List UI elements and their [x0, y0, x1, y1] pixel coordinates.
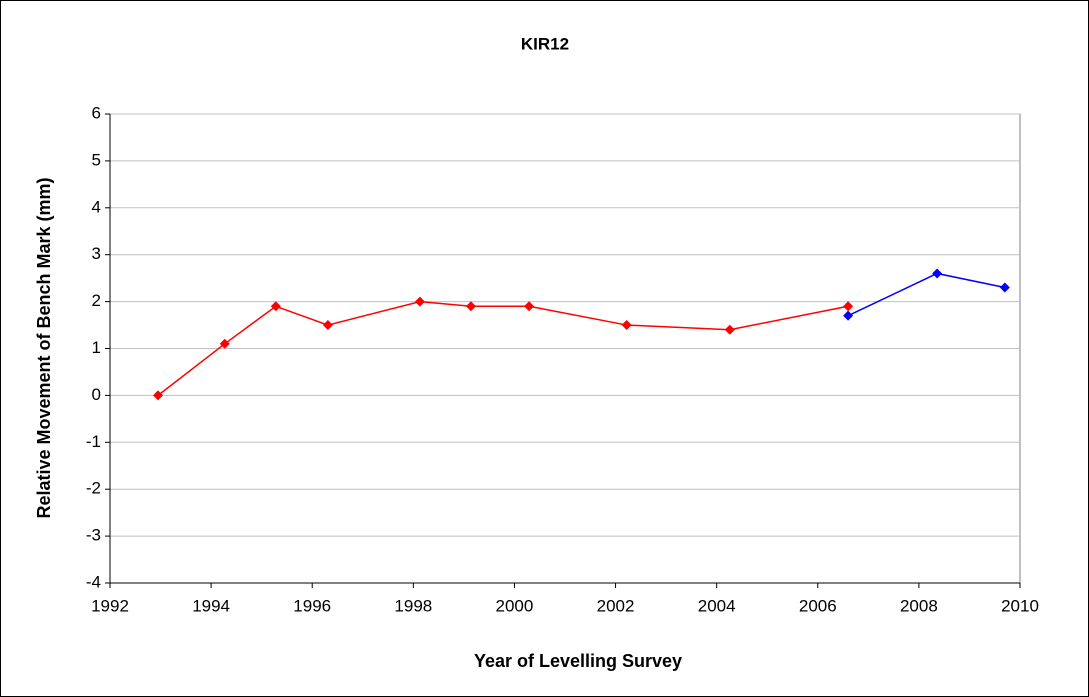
- x-tick-label: 1998: [394, 596, 432, 615]
- data-point: [843, 301, 854, 312]
- y-tick-label: 5: [92, 150, 101, 169]
- y-tick-label: 3: [92, 244, 101, 263]
- y-tick-label: -4: [86, 572, 101, 591]
- data-point: [153, 390, 164, 401]
- y-tick-label: 1: [92, 338, 101, 357]
- series-line: [157, 300, 849, 396]
- data-point: [843, 310, 854, 321]
- data-point: [524, 301, 535, 312]
- x-tick-label: 2000: [496, 596, 534, 615]
- x-tick-label: 2002: [597, 596, 635, 615]
- y-tick-label: -3: [86, 526, 101, 545]
- data-point: [322, 320, 333, 331]
- data-point: [414, 296, 425, 307]
- x-axis-title: Year of Levelling Survey: [474, 651, 682, 671]
- x-tick-label: 2006: [799, 596, 837, 615]
- chart-title: KIR12: [521, 34, 569, 53]
- y-tick-label: 2: [92, 291, 101, 310]
- y-tick-label: 6: [92, 103, 101, 122]
- y-tick-label: 4: [92, 197, 101, 216]
- data-point: [219, 338, 230, 349]
- data-point: [932, 268, 943, 279]
- x-tick-label: 2008: [900, 596, 938, 615]
- data-point: [724, 324, 735, 335]
- data-point: [465, 301, 476, 312]
- x-tick-label: 1992: [91, 596, 129, 615]
- y-axis-title: Relative Movement of Bench Mark (mm): [34, 177, 54, 518]
- x-tick-label: 2004: [698, 596, 736, 615]
- x-tick-label: 1994: [192, 596, 230, 615]
- y-tick-label: 0: [92, 385, 101, 404]
- x-tick-label: 1996: [293, 596, 331, 615]
- y-tick-label: -1: [86, 432, 101, 451]
- x-tick-label: 2010: [1001, 596, 1039, 615]
- data-point: [270, 301, 281, 312]
- data-point: [621, 320, 632, 331]
- data-point: [999, 282, 1010, 293]
- y-tick-label: -2: [86, 479, 101, 498]
